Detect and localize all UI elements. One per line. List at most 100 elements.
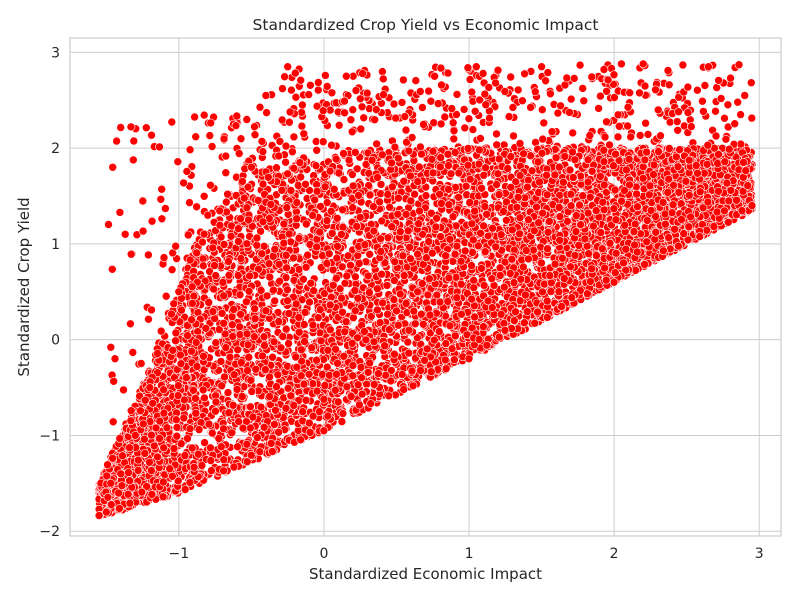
data-point [437, 80, 446, 90]
data-point [334, 121, 344, 130]
data-point [469, 276, 479, 285]
data-point [260, 341, 269, 350]
data-point [464, 114, 474, 123]
data-point [283, 285, 292, 295]
data-point [129, 136, 139, 146]
data-point [278, 84, 287, 93]
data-point [460, 123, 470, 133]
data-point [390, 142, 400, 152]
data-point [397, 98, 407, 107]
data-point [291, 92, 301, 102]
data-point [167, 117, 177, 127]
data-point [341, 71, 351, 81]
data-point [653, 105, 663, 115]
data-point [108, 264, 117, 274]
data-point [191, 132, 200, 141]
data-point [424, 86, 433, 96]
data-point [401, 125, 411, 135]
data-point [747, 113, 757, 123]
data-point [184, 230, 193, 240]
data-point [110, 354, 120, 364]
data-point [289, 132, 299, 142]
data-point [419, 120, 428, 129]
data-point [199, 192, 209, 201]
data-point [355, 94, 365, 104]
data-point [683, 108, 693, 117]
data-point [250, 130, 260, 139]
data-point [297, 108, 306, 117]
data-point [711, 107, 720, 116]
data-point [734, 60, 744, 69]
data-point [537, 105, 547, 114]
data-point [313, 85, 323, 95]
data-point [126, 122, 136, 132]
data-point [426, 96, 436, 106]
data-point [255, 102, 265, 112]
data-point [290, 68, 300, 78]
data-point [223, 189, 232, 199]
data-point [339, 149, 348, 158]
data-point [185, 145, 195, 154]
data-point [733, 97, 743, 107]
data-point [389, 99, 399, 109]
data-point [128, 348, 138, 357]
data-point [250, 122, 259, 131]
data-point [449, 126, 459, 136]
data-point [112, 136, 121, 146]
data-point [451, 221, 461, 231]
data-point [144, 250, 153, 260]
data-point [281, 157, 290, 167]
data-point [293, 181, 303, 190]
data-point [411, 76, 421, 85]
data-point [452, 90, 462, 99]
data-point [219, 455, 229, 465]
data-point [481, 100, 491, 109]
data-point [346, 115, 356, 124]
data-point [678, 60, 688, 70]
data-point [296, 76, 306, 85]
data-point [200, 393, 209, 403]
data-point [156, 195, 166, 204]
data-point [147, 216, 157, 226]
data-point [347, 127, 357, 137]
data-point [356, 124, 366, 134]
data-point [730, 119, 740, 128]
data-point [120, 230, 130, 239]
data-point [726, 73, 735, 83]
data-point [468, 125, 478, 134]
data-point [179, 178, 188, 188]
data-point [288, 147, 297, 157]
data-point [353, 251, 363, 260]
data-point [509, 131, 518, 141]
data-point [449, 134, 459, 144]
data-point [363, 271, 373, 281]
data-point [716, 94, 726, 103]
data-point [475, 95, 485, 105]
data-point [242, 115, 252, 124]
data-point [221, 151, 231, 161]
data-point [643, 130, 653, 139]
data-point [199, 261, 208, 271]
data-point [216, 232, 226, 242]
data-point [594, 104, 603, 113]
data-point [378, 67, 387, 76]
data-point [126, 319, 135, 329]
data-point [287, 85, 296, 95]
data-point [746, 78, 756, 87]
data-point [339, 175, 349, 184]
data-point [185, 198, 194, 207]
data-point [104, 220, 113, 229]
data-point [566, 94, 576, 104]
data-point [560, 80, 570, 90]
data-point [318, 137, 328, 146]
data-point [155, 142, 164, 152]
data-point [463, 63, 473, 72]
data-point [578, 84, 588, 93]
data-point [116, 123, 125, 132]
data-point [145, 457, 154, 467]
data-point [383, 233, 393, 243]
data-point [157, 184, 166, 194]
data-point [610, 93, 619, 102]
